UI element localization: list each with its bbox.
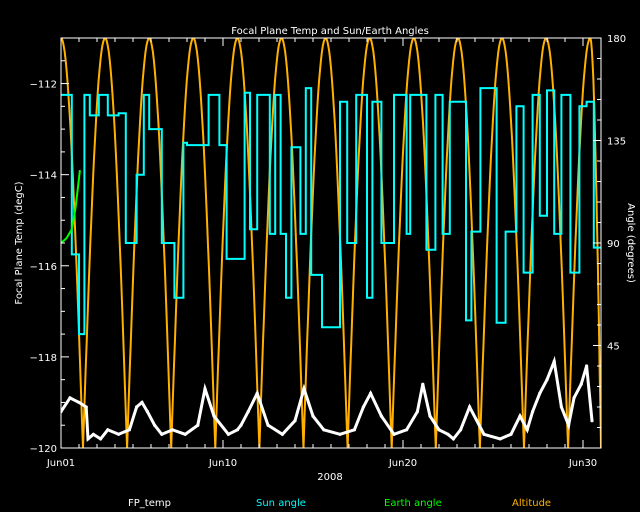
fp-temp-point <box>77 400 81 404</box>
fp-temp-point <box>525 428 529 432</box>
fp-temp-point <box>140 400 144 404</box>
fp-temp-point <box>338 432 342 436</box>
fp-temp-point <box>531 410 535 414</box>
fp-temp-point <box>498 437 502 441</box>
fp-temp-point <box>415 410 419 414</box>
fp-temp-point <box>352 428 356 432</box>
fp-temp-point <box>203 387 207 391</box>
x-tick-label-2: Jun20 <box>388 458 417 469</box>
fp-temp-point <box>379 414 383 418</box>
fp-temp-point <box>153 423 157 427</box>
fp-temp-point <box>451 437 455 441</box>
fp-temp-point <box>235 428 239 432</box>
fp-temp-point <box>585 364 589 368</box>
series-line-earth-angle <box>61 169 81 244</box>
fp-temp-point <box>590 419 594 423</box>
fp-temp-point <box>246 410 250 414</box>
fp-temp-point <box>552 359 556 363</box>
fp-temp-point <box>84 405 88 409</box>
fp-temp-point <box>183 432 187 436</box>
fp-temp-point <box>559 405 564 409</box>
fp-temp-point <box>160 432 164 436</box>
fp-temp-point <box>135 405 139 409</box>
fp-temp-point <box>468 405 472 409</box>
fp-temp-point <box>212 414 216 418</box>
fp-temp-point <box>145 410 149 414</box>
fp-temp-point <box>117 432 121 436</box>
fp-temp-point <box>428 414 432 418</box>
left-tick-label-2: −116 <box>30 262 57 273</box>
chart-title: Focal Plane Temp and Sun/Earth Angles <box>231 26 429 37</box>
right-tick-label-0: 45 <box>607 342 620 353</box>
fp-temp-point <box>106 428 110 432</box>
left-tick-label-0: −120 <box>30 444 57 455</box>
left-tick-label-3: −114 <box>30 171 57 182</box>
fp-temp-point <box>437 428 441 432</box>
fp-temp-point <box>518 414 522 418</box>
fp-temp-point <box>361 405 365 409</box>
fp-temp-point <box>86 437 90 441</box>
legend: FP_temp Sun angle Earth angle Altitude <box>128 498 551 509</box>
legend-fp-temp: FP_temp <box>128 498 171 509</box>
fp-temp-point <box>459 428 463 432</box>
fp-temp-point <box>509 432 513 436</box>
legend-altitude: Altitude <box>512 498 551 509</box>
y-axis-right-label: Angle (degrees) <box>625 203 636 283</box>
fp-temp-point <box>567 423 571 427</box>
x-tick-label-3: Jun30 <box>568 458 597 469</box>
fp-temp-point <box>280 432 284 436</box>
fp-temp-point <box>127 428 131 432</box>
right-tick-label-1: 90 <box>607 239 620 250</box>
legend-sun-angle: Sun angle <box>256 498 306 509</box>
fp-temp-point <box>171 428 175 432</box>
legend-earth-angle: Earth angle <box>384 498 442 509</box>
left-axis-ticks: −120 −118 −116 −114 −112 <box>30 60 69 455</box>
fp-temp-point <box>266 423 270 427</box>
fp-temp-point <box>421 382 425 386</box>
left-tick-label-4: −112 <box>30 80 57 91</box>
fp-temp-point <box>446 432 450 436</box>
fp-temp-point <box>369 391 373 395</box>
fp-temp-point <box>322 428 326 432</box>
fp-temp-point <box>579 382 583 386</box>
x-tick-label-1: Jun10 <box>208 458 237 469</box>
fp-temp-point <box>91 432 95 436</box>
fp-temp-point <box>302 387 306 391</box>
fp-temp-point <box>311 414 315 418</box>
series-line-sun-angle <box>61 87 601 336</box>
fp-temp-point <box>68 396 72 400</box>
fp-temp-point <box>482 432 486 436</box>
fp-temp-point <box>545 378 549 382</box>
fp-temp-point <box>405 428 409 432</box>
fp-temp-point <box>99 437 103 441</box>
series-layer <box>61 38 601 448</box>
fp-temp-point <box>226 432 230 436</box>
x-axis-ticks: Jun01 Jun10 Jun20 Jun30 <box>46 38 597 469</box>
x-tick-label-0: Jun01 <box>46 458 75 469</box>
fp-temp-point <box>392 432 396 436</box>
x-axis-label: 2008 <box>317 472 342 483</box>
right-tick-label-2: 135 <box>607 137 626 148</box>
y-axis-left-label: Focal Plane Temp (degC) <box>14 181 25 304</box>
fp-temp-point <box>255 391 259 395</box>
right-axis-ticks: 45 90 135 180 <box>593 34 626 428</box>
fp-temp-point <box>293 419 297 423</box>
fp-temp-point <box>572 396 576 400</box>
fp-temp-point <box>196 423 200 427</box>
series-line-altitude <box>61 38 601 448</box>
right-tick-label-3: 180 <box>607 34 626 45</box>
fp-temp-point <box>538 391 542 395</box>
fp-temp-point <box>239 423 243 427</box>
left-tick-label-1: −118 <box>30 353 57 364</box>
